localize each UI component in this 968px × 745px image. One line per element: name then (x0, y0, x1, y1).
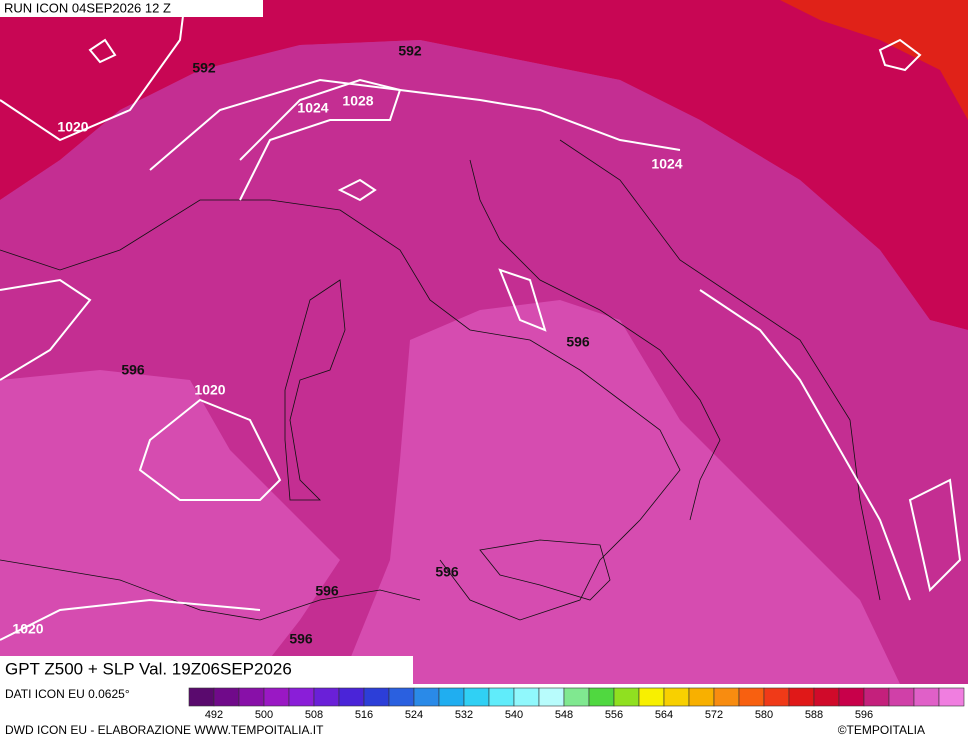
contour-label: 596 (435, 564, 459, 580)
legend-swatch (788, 687, 815, 707)
contour-label: 1020 (194, 382, 225, 398)
isobar (699, 289, 911, 601)
contour-label: 1020 (57, 119, 88, 135)
legend-swatch (463, 687, 490, 707)
isobar (239, 78, 402, 201)
contour-label: 596 (566, 334, 590, 350)
legend-label: 556 (605, 709, 623, 721)
legend-swatch (763, 687, 790, 707)
zone-596 (0, 300, 900, 684)
map-title: GPT Z500 + SLP Val. 19Z06SEP2026 (5, 659, 292, 678)
legend-swatch (638, 687, 665, 707)
legend-swatch (688, 687, 715, 707)
legend-swatch (338, 687, 365, 707)
run-label: RUN ICON 04SEP2026 12 Z (4, 0, 171, 15)
legend-swatch (438, 687, 465, 707)
legend-label: 548 (555, 709, 573, 721)
contour-label: 596 (315, 583, 339, 599)
contour-labels: 592 592 1024 1028 1020 1024 596 596 1020 596 596 59… (12, 43, 682, 647)
coast-africa (0, 559, 421, 621)
legend-swatch (238, 687, 265, 707)
legend-swatch (188, 687, 215, 707)
isobar (0, 278, 92, 381)
legend-swatch (913, 687, 940, 707)
isobar (498, 268, 547, 332)
legend-label: 540 (505, 709, 523, 721)
legend-label: 564 (655, 709, 673, 721)
isobar (149, 78, 681, 171)
contour-label: 596 (121, 362, 145, 378)
legend-swatch (363, 687, 390, 707)
contour-label: 1024 (651, 156, 682, 172)
isobar (337, 178, 377, 202)
title-box (0, 656, 413, 684)
contour-label: 592 (398, 43, 422, 59)
legend-swatch (413, 687, 440, 707)
legend-swatch (713, 687, 740, 707)
source-label: DATI ICON EU 0.0625° (5, 687, 130, 701)
legend-swatch (313, 687, 340, 707)
header-box (0, 0, 263, 17)
legend-swatch (538, 687, 565, 707)
legend-label: 524 (405, 709, 423, 721)
legend-label: 596 (855, 709, 873, 721)
credit-label: DWD ICON EU - ELABORAZIONE WWW.TEMPOITAL… (5, 723, 324, 737)
contour-label: 1028 (342, 93, 373, 109)
legend-swatch (288, 687, 315, 707)
legend-label: 572 (705, 709, 723, 721)
legend-label: 516 (355, 709, 373, 721)
color-legend: 492 500 508 516 524 532 540 548 556 564 572 580 588 5… (188, 687, 965, 721)
coast-islands (284, 279, 346, 501)
isobar (0, 0, 186, 142)
legend-swatch (388, 687, 415, 707)
isobar (908, 478, 962, 592)
isobar (138, 398, 282, 501)
isobar (878, 38, 922, 72)
legend-swatch (213, 687, 240, 707)
contour-label: 1024 (297, 100, 328, 116)
coastlines (0, 139, 881, 621)
legend-swatch (563, 687, 590, 707)
legend-swatch (263, 687, 290, 707)
copyright-label: ©TEMPOITALIA (838, 723, 925, 737)
contour-label: 1020 (12, 621, 43, 637)
legend-swatch (888, 687, 915, 707)
legend-swatch (513, 687, 540, 707)
coast-italy-west (0, 199, 681, 621)
legend-label: 508 (305, 709, 323, 721)
legend-swatch (863, 687, 890, 707)
legend-label: 492 (205, 709, 223, 721)
legend-swatch (613, 687, 640, 707)
coast-balkans (559, 139, 881, 601)
contour-label: 596 (289, 631, 313, 647)
coast-italy-east (469, 159, 721, 521)
legend-swatch (588, 687, 615, 707)
zone-580 (780, 0, 968, 120)
legend-label: 588 (805, 709, 823, 721)
legend-label: 532 (455, 709, 473, 721)
legend-swatch (838, 687, 865, 707)
legend-swatch (813, 687, 840, 707)
legend-swatch (488, 687, 515, 707)
isobar (88, 38, 117, 64)
legend-label: 580 (755, 709, 773, 721)
legend-swatch (663, 687, 690, 707)
zone-588 (0, 0, 968, 330)
isobar (0, 598, 261, 641)
coast-sicily (479, 539, 611, 601)
contour-label: 592 (192, 60, 216, 76)
legend-swatch (938, 687, 965, 707)
isobars (0, 0, 962, 641)
legend-label: 500 (255, 709, 273, 721)
legend-swatch (738, 687, 765, 707)
